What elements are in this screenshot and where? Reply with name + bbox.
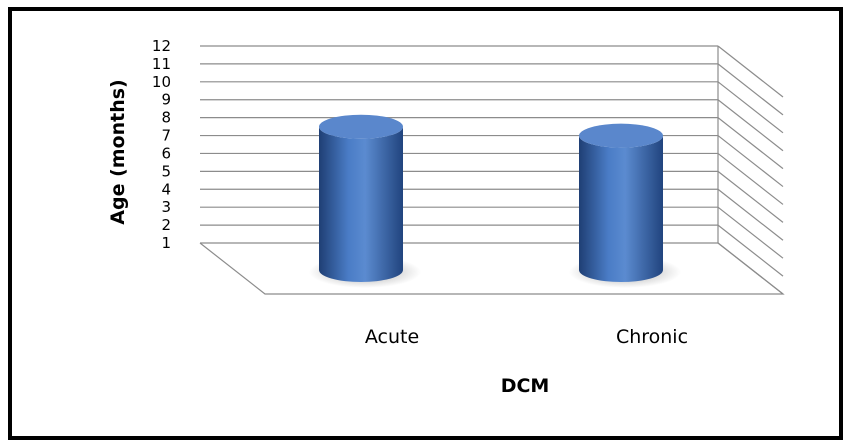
chart-frame xyxy=(8,7,843,440)
y-tick-label: 1 xyxy=(161,234,171,252)
side-gridline xyxy=(717,81,784,134)
grid-group xyxy=(199,45,785,295)
y-tick-label: 6 xyxy=(161,144,171,162)
side-gridline xyxy=(717,152,784,205)
y-tick-label: 5 xyxy=(161,162,171,180)
side-gridline xyxy=(717,45,784,98)
y-tick-label: 4 xyxy=(161,180,171,198)
side-gridline xyxy=(717,63,784,116)
y-tick-label: 10 xyxy=(152,73,171,91)
side-gridline xyxy=(717,224,784,277)
y-tick-label: 12 xyxy=(152,37,171,55)
bar xyxy=(579,135,663,282)
y-tick-label: 8 xyxy=(161,109,171,127)
side-gridline xyxy=(717,170,784,223)
bar-group xyxy=(309,114,681,288)
y-tick-label: 2 xyxy=(161,216,171,234)
category-label: Acute xyxy=(365,326,419,348)
y-tick-label: 9 xyxy=(161,91,171,109)
bar xyxy=(319,126,403,283)
side-gridline xyxy=(717,206,784,259)
y-axis-title: Age (months) xyxy=(107,79,129,224)
y-tick-label: 11 xyxy=(152,55,171,73)
floor-outline xyxy=(199,242,785,295)
y-tick-label: 3 xyxy=(161,198,171,216)
side-gridline xyxy=(717,188,784,241)
side-gridline xyxy=(717,117,784,170)
bar-top xyxy=(579,123,663,148)
side-gridline xyxy=(717,135,784,188)
category-label: Chronic xyxy=(616,326,688,348)
side-gridline xyxy=(717,99,784,152)
bar-top xyxy=(319,114,403,139)
x-axis-title: DCM xyxy=(501,375,550,397)
category-labels: Acute Chronic xyxy=(365,326,688,348)
y-tick-label: 7 xyxy=(161,127,171,145)
